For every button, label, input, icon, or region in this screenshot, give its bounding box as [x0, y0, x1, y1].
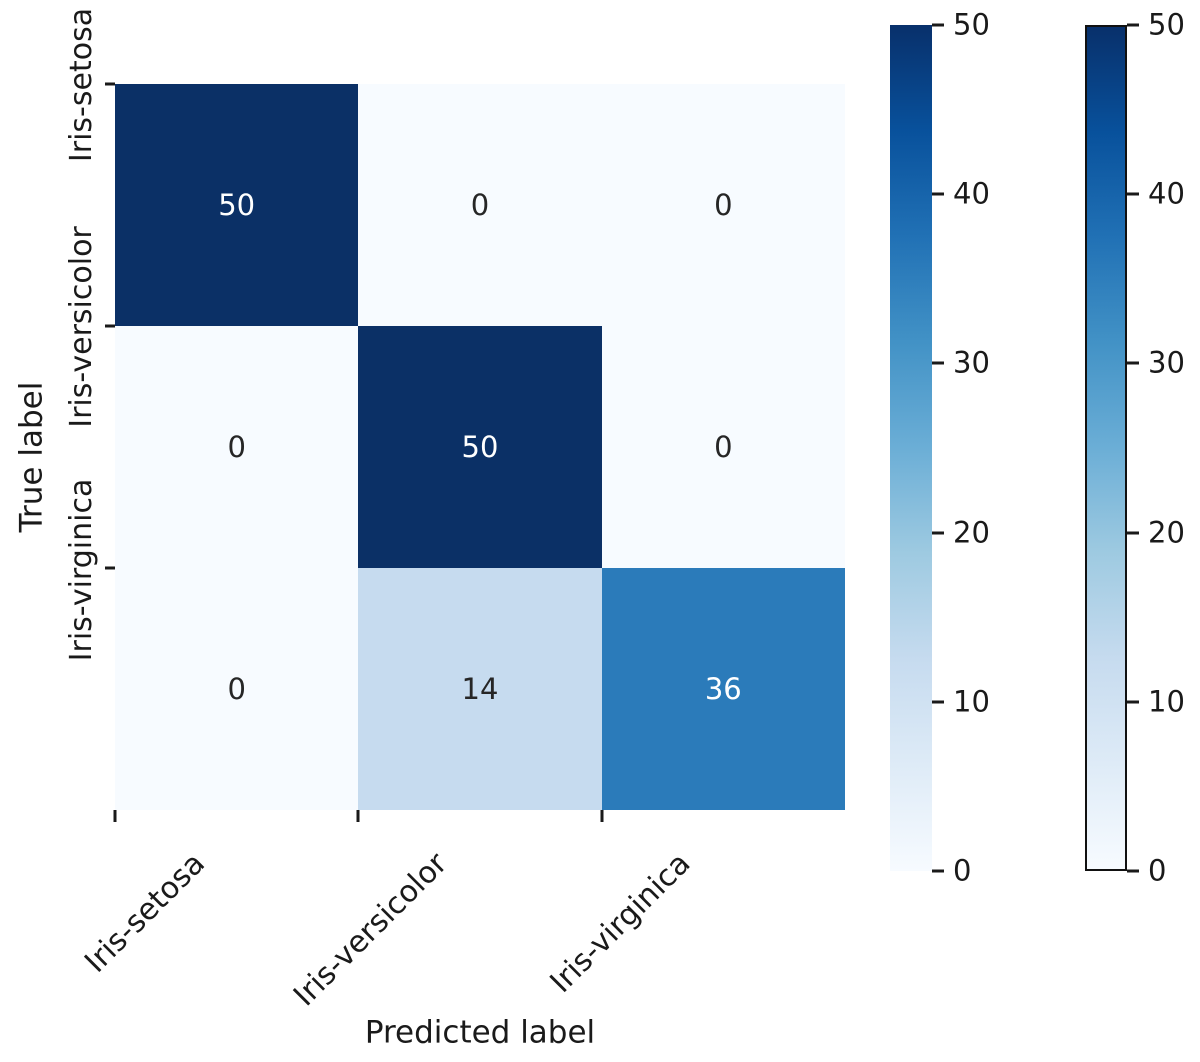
- colorbar-tick-label: 40: [953, 176, 990, 211]
- colorbar-tick: [932, 869, 944, 873]
- colorbar-secondary: 50 40 30 20 10 0: [1085, 10, 1185, 885]
- y-tick-label-setosa: Iris-setosa: [64, 7, 99, 163]
- cell-value: 0: [714, 187, 733, 222]
- cell-value: 50: [218, 187, 256, 222]
- colorbar-tick-label: 20: [1148, 515, 1185, 550]
- y-tick-label-virginica: Iris-virginica: [64, 478, 99, 662]
- colorbar-tick-label: 20: [953, 515, 990, 550]
- matrix-cell: 0: [115, 326, 359, 568]
- colorbar-tick-label: 50: [1148, 7, 1185, 42]
- cell-value: 0: [470, 187, 490, 222]
- colorbar-tick: [1127, 192, 1139, 196]
- colorbar-tick-label: 10: [1148, 684, 1185, 719]
- colorbar-tick: [1127, 869, 1139, 873]
- x-axis-tick: [113, 810, 117, 822]
- x-axis-title: Predicted label: [364, 1014, 596, 1051]
- cell-value: 36: [704, 671, 742, 706]
- colorbar-tick-label: 0: [953, 853, 972, 888]
- matrix-cell: 50: [115, 84, 359, 326]
- colorbar-gradient: [1085, 25, 1127, 871]
- cell-value: 0: [227, 429, 246, 464]
- matrix-cell: 50: [358, 326, 602, 568]
- x-tick-label-versicolor: Iris-versicolor: [287, 846, 455, 1014]
- colorbar-tick-label: 30: [1148, 345, 1185, 380]
- colorbar-tick: [1127, 23, 1139, 27]
- x-tick-label-setosa: Iris-setosa: [77, 846, 212, 980]
- colorbar-tick: [932, 700, 944, 704]
- colorbar-tick: [932, 531, 944, 535]
- cell-value: 0: [227, 671, 246, 706]
- colorbar-tick-label: 10: [953, 684, 990, 719]
- colorbar-tick-label: 40: [1148, 176, 1185, 211]
- cell-value: 50: [461, 429, 499, 464]
- colorbar-gradient: [890, 25, 932, 871]
- colorbar-tick: [932, 192, 944, 196]
- y-axis-tick: [105, 566, 115, 570]
- y-tick-label-versicolor: Iris-versicolor: [64, 226, 99, 428]
- colorbar-tick: [932, 361, 944, 365]
- matrix-cell: 14: [358, 568, 602, 810]
- y-axis-title: True label: [13, 381, 50, 533]
- matrix-cell: 0: [601, 84, 845, 326]
- x-tick-label-virginica: Iris-virginica: [543, 846, 698, 1000]
- cell-value: 0: [714, 429, 733, 464]
- matrix-cell: 36: [601, 568, 845, 810]
- y-axis-tick: [105, 82, 115, 86]
- colorbar-main: 50 40 30 20 10 0: [890, 10, 990, 885]
- colorbar-tick-label: 0: [1148, 853, 1167, 888]
- x-axis-tick: [356, 810, 360, 822]
- matrix-cell: 0: [601, 326, 845, 568]
- cell-value: 14: [461, 671, 499, 706]
- colorbar-tick: [1127, 361, 1139, 365]
- confusion-matrix-heatmap: 50 0 0 0 50 0 0 14 36: [105, 82, 845, 822]
- colorbar-tick: [932, 23, 944, 27]
- matrix-cell: 0: [358, 84, 602, 326]
- matrix-cell: 0: [115, 568, 359, 810]
- colorbar-tick-label: 30: [953, 345, 990, 380]
- colorbar-tick: [1127, 531, 1139, 535]
- colorbar-tick-label: 50: [953, 7, 990, 42]
- y-axis-tick: [105, 324, 115, 328]
- colorbar-tick: [1127, 700, 1139, 704]
- x-axis-tick: [600, 810, 604, 822]
